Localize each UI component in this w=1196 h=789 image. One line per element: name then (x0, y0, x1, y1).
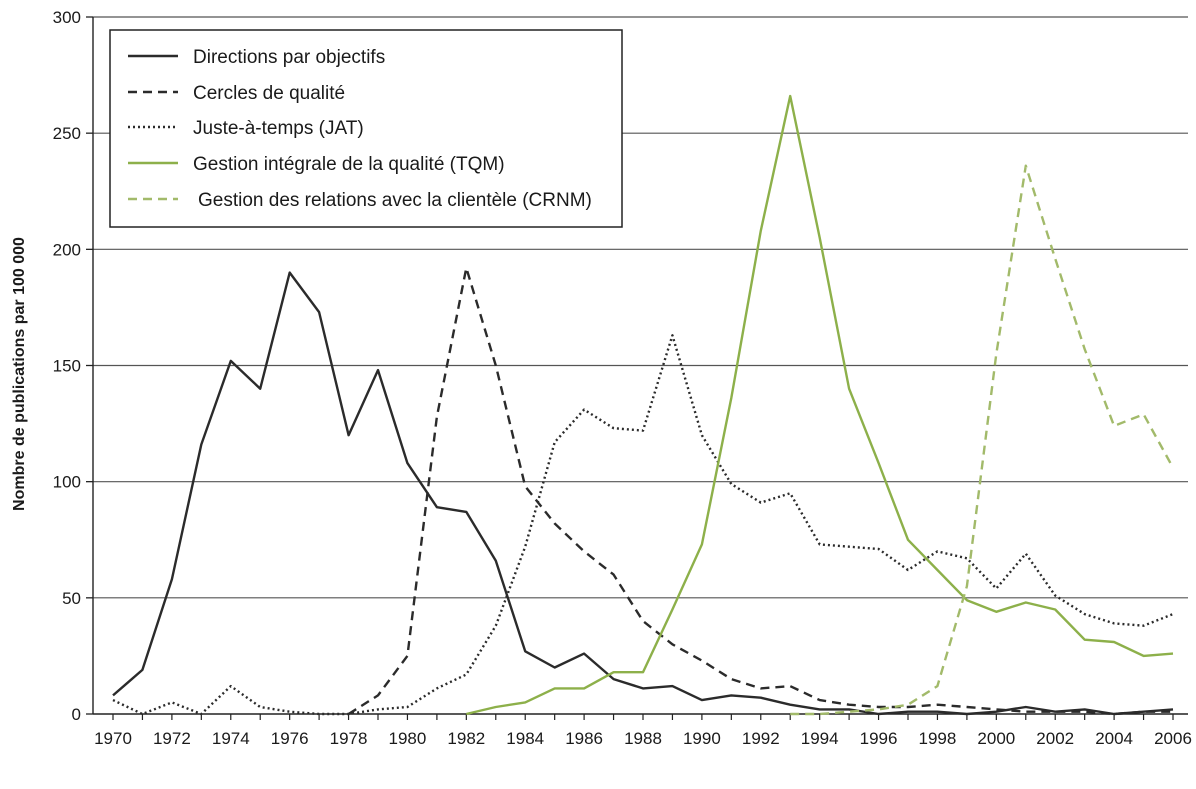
series-lines (112, 94, 1175, 716)
series-line-3 (466, 94, 1174, 716)
y-tick-label: 200 (53, 240, 81, 259)
x-tick-label: 2006 (1154, 729, 1192, 748)
legend-label: Directions par objectifs (193, 47, 385, 68)
x-tick-label: 1982 (447, 729, 485, 748)
x-tick-label: 1992 (742, 729, 780, 748)
legend-label: Gestion des relations avec la clientèle … (198, 190, 592, 211)
x-tick-label: 1984 (506, 729, 544, 748)
x-tick-label: 1970 (94, 729, 132, 748)
legend: Directions par objectifs Cercles de quali… (109, 29, 623, 228)
series-line-0 (112, 271, 1174, 716)
x-tick-label: 1988 (624, 729, 662, 748)
y-tick-label: 50 (62, 589, 81, 608)
x-tick-label: 1972 (153, 729, 191, 748)
x-tick-labels: 1970 1972 1974 1976 1978 1980 1982 1984 1986 1988… (94, 729, 1192, 748)
x-tick-label: 1978 (330, 729, 368, 748)
legend-box (109, 29, 623, 228)
y-tick-label: 300 (53, 8, 81, 27)
x-tick-label: 2002 (1036, 729, 1074, 748)
x-tick-label: 1986 (565, 729, 603, 748)
y-tick-labels: 0 50 100 150 200 250 300 (53, 8, 81, 724)
y-tick-label: 150 (53, 357, 81, 376)
y-tick-label: 100 (53, 473, 81, 492)
x-tick-label: 1976 (271, 729, 309, 748)
x-tick-label: 1980 (389, 729, 427, 748)
x-tick-label: 1974 (212, 729, 250, 748)
y-axis-label: Nombre de publications par 100 000 (11, 237, 28, 511)
x-tick-label: 1996 (860, 729, 898, 748)
y-tick-label: 0 (72, 705, 81, 724)
y-tick-label: 250 (53, 124, 81, 143)
legend-label: Juste-à-temps (JAT) (193, 118, 364, 139)
series-line-4 (790, 164, 1175, 716)
x-tick-label: 1990 (683, 729, 721, 748)
series-line-2 (112, 334, 1174, 716)
legend-label: Gestion intégrale de la qualité (TQM) (193, 154, 505, 175)
series-line-1 (347, 266, 1173, 716)
axes (86, 16, 1188, 720)
x-tick-label: 1998 (919, 729, 957, 748)
x-tick-label: 2004 (1095, 729, 1133, 748)
legend-label: Cercles de qualité (193, 83, 345, 104)
x-tick-label: 2000 (977, 729, 1015, 748)
x-tick-label: 1994 (801, 729, 839, 748)
